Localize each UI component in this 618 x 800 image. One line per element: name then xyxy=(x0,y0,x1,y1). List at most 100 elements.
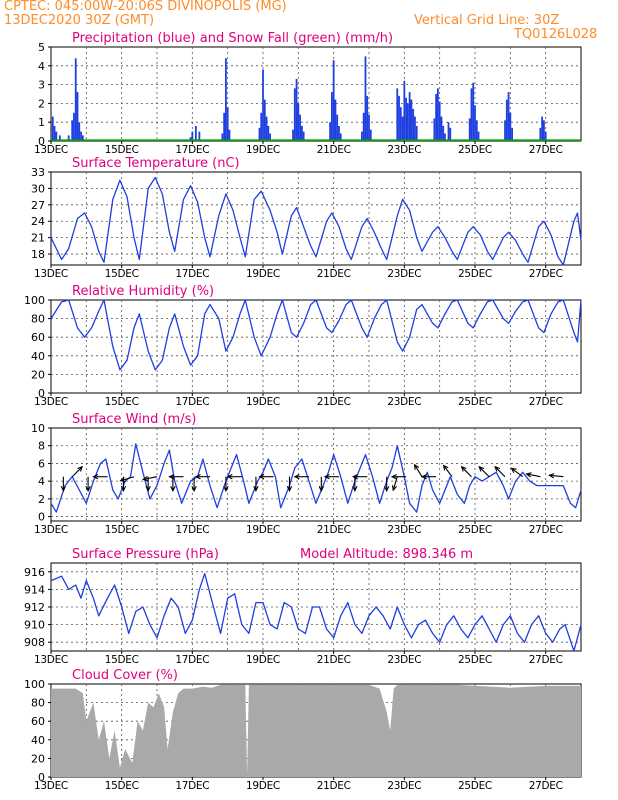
temperature-ytick-label: 21 xyxy=(31,232,45,245)
wind-ytick-label: 0 xyxy=(38,511,45,524)
cloud-ytick-label: 100 xyxy=(24,678,45,691)
grid-line-info: Vertical Grid Line: 30Z xyxy=(414,13,560,28)
precip-bar xyxy=(76,92,79,141)
precip-bar xyxy=(53,125,56,141)
precip-bar xyxy=(444,133,446,141)
precip-bar xyxy=(329,122,332,141)
wind-arrowhead xyxy=(384,485,390,492)
precip-bar xyxy=(332,60,335,141)
precip-bar xyxy=(51,116,54,141)
precipitation-panel: 0 1 2 3 4 5 13DEC 15DEC 17DEC 19DEC 21DEC 23DEC 25DE… xyxy=(34,31,582,156)
wind-arrowhead xyxy=(142,475,149,482)
precip-bar xyxy=(299,114,301,141)
wind-vector xyxy=(461,466,472,478)
precipitation-ytick-label: 0 xyxy=(38,135,45,148)
wind-date-label: 25DEC xyxy=(458,524,492,536)
wind-frame xyxy=(50,427,582,522)
wind-vector xyxy=(443,465,453,478)
wind-date-label: 21DEC xyxy=(317,524,351,536)
precip-bar xyxy=(408,92,411,141)
precipitation-ytick-label: 1 xyxy=(38,116,45,129)
wind-vector xyxy=(143,476,158,480)
wind-panel: 0 2 4 6 8 10 13DEC 15DEC 17DEC 19DEC 21DEC 23DEC 25D… xyxy=(31,412,582,536)
temperature-date-label: 23DEC xyxy=(387,268,421,280)
wind-ytick-label: 4 xyxy=(38,475,45,488)
temperature-date-label: 27DEC xyxy=(529,268,563,280)
precip-bar xyxy=(221,133,224,141)
wind-date-label: 19DEC xyxy=(246,524,280,536)
temperature-ytick-label: 18 xyxy=(31,248,45,261)
precip-bar xyxy=(435,94,438,141)
precip-bar xyxy=(401,116,404,141)
cloud-date-label: 23DEC xyxy=(387,780,421,792)
cloud-date-label: 19DEC xyxy=(246,780,280,792)
precip-bar xyxy=(449,127,452,141)
wind-arrowhead xyxy=(223,485,229,492)
wind-arrowhead xyxy=(478,465,485,472)
cloud-date-label: 17DEC xyxy=(175,780,209,792)
wind-arrowhead xyxy=(460,465,467,472)
wind-vector xyxy=(549,474,564,478)
wind-vector xyxy=(392,476,398,491)
precip-bar xyxy=(504,120,506,141)
wind-arrowhead xyxy=(525,472,532,478)
precip-bar xyxy=(226,107,229,141)
humidity-title: Relative Humidity (%) xyxy=(72,284,214,299)
temperature-date-label: 25DEC xyxy=(458,268,492,280)
wind-arrowhead xyxy=(494,465,501,472)
run-time: 13DEC2020 30Z (GMT) xyxy=(4,13,155,28)
wind-ytick-label: 10 xyxy=(31,422,45,435)
wind-arrowhead xyxy=(390,474,397,480)
precipitation-date-label: 23DEC xyxy=(387,144,421,156)
wind-arrowhead xyxy=(258,474,265,480)
precip-bar xyxy=(405,97,407,141)
humidity-date-label: 21DEC xyxy=(317,396,351,408)
precipitation-date-label: 27DEC xyxy=(529,144,563,156)
precip-bar xyxy=(440,116,443,141)
humidity-ytick-label: 0 xyxy=(38,387,45,400)
precip-bar xyxy=(194,125,197,141)
cloud-ytick-label: 0 xyxy=(38,771,45,784)
precip-bar xyxy=(71,120,74,141)
precip-bar xyxy=(477,131,480,141)
pressure-date-label: 17DEC xyxy=(175,654,209,666)
wind-vector xyxy=(526,473,541,478)
wind-vector xyxy=(478,466,490,478)
precipitation-ytick-label: 3 xyxy=(38,79,45,92)
precip-bar xyxy=(78,122,81,141)
precip-bar xyxy=(366,95,369,141)
precip-bar xyxy=(362,112,365,141)
wind-arrowhead xyxy=(293,474,300,480)
wind-vector xyxy=(120,476,135,482)
precip-bar xyxy=(541,116,544,141)
wind-date-label: 27DEC xyxy=(529,524,563,536)
precip-bar xyxy=(539,127,542,141)
precip-bar xyxy=(447,122,450,141)
precip-bar xyxy=(505,99,508,141)
pressure-date-label: 25DEC xyxy=(458,654,492,666)
wind-arrowhead xyxy=(351,474,358,480)
wind-ytick-label: 8 xyxy=(38,440,45,453)
precip-bar xyxy=(474,105,476,141)
cloud-panel: 0 20 40 60 80 100 13DEC 15DEC 17DEC 19DEC 21DEC 23D… xyxy=(24,668,582,792)
wind-arrowhead xyxy=(168,474,175,480)
precip-bar xyxy=(414,116,416,141)
temperature-frame xyxy=(50,171,582,266)
precip-bar xyxy=(544,131,547,141)
precip-bar xyxy=(339,133,342,141)
humidity-date-label: 23DEC xyxy=(387,396,421,408)
wind-vector xyxy=(414,464,423,478)
precip-bar xyxy=(260,112,263,141)
precip-bar xyxy=(442,125,445,141)
wind-arrowhead xyxy=(226,474,233,480)
precip-bar xyxy=(58,135,61,141)
precip-bar xyxy=(258,127,261,141)
precip-bar xyxy=(269,133,271,141)
humidity-ytick-label: 20 xyxy=(31,368,45,381)
wind-arrowhead xyxy=(194,474,201,480)
humidity-date-label: 17DEC xyxy=(175,396,209,408)
cloud-title: Cloud Cover (%) xyxy=(72,668,178,683)
precip-bar xyxy=(262,69,264,141)
pressure-ytick-label: 914 xyxy=(24,583,45,596)
temperature-date-label: 19DEC xyxy=(246,268,280,280)
